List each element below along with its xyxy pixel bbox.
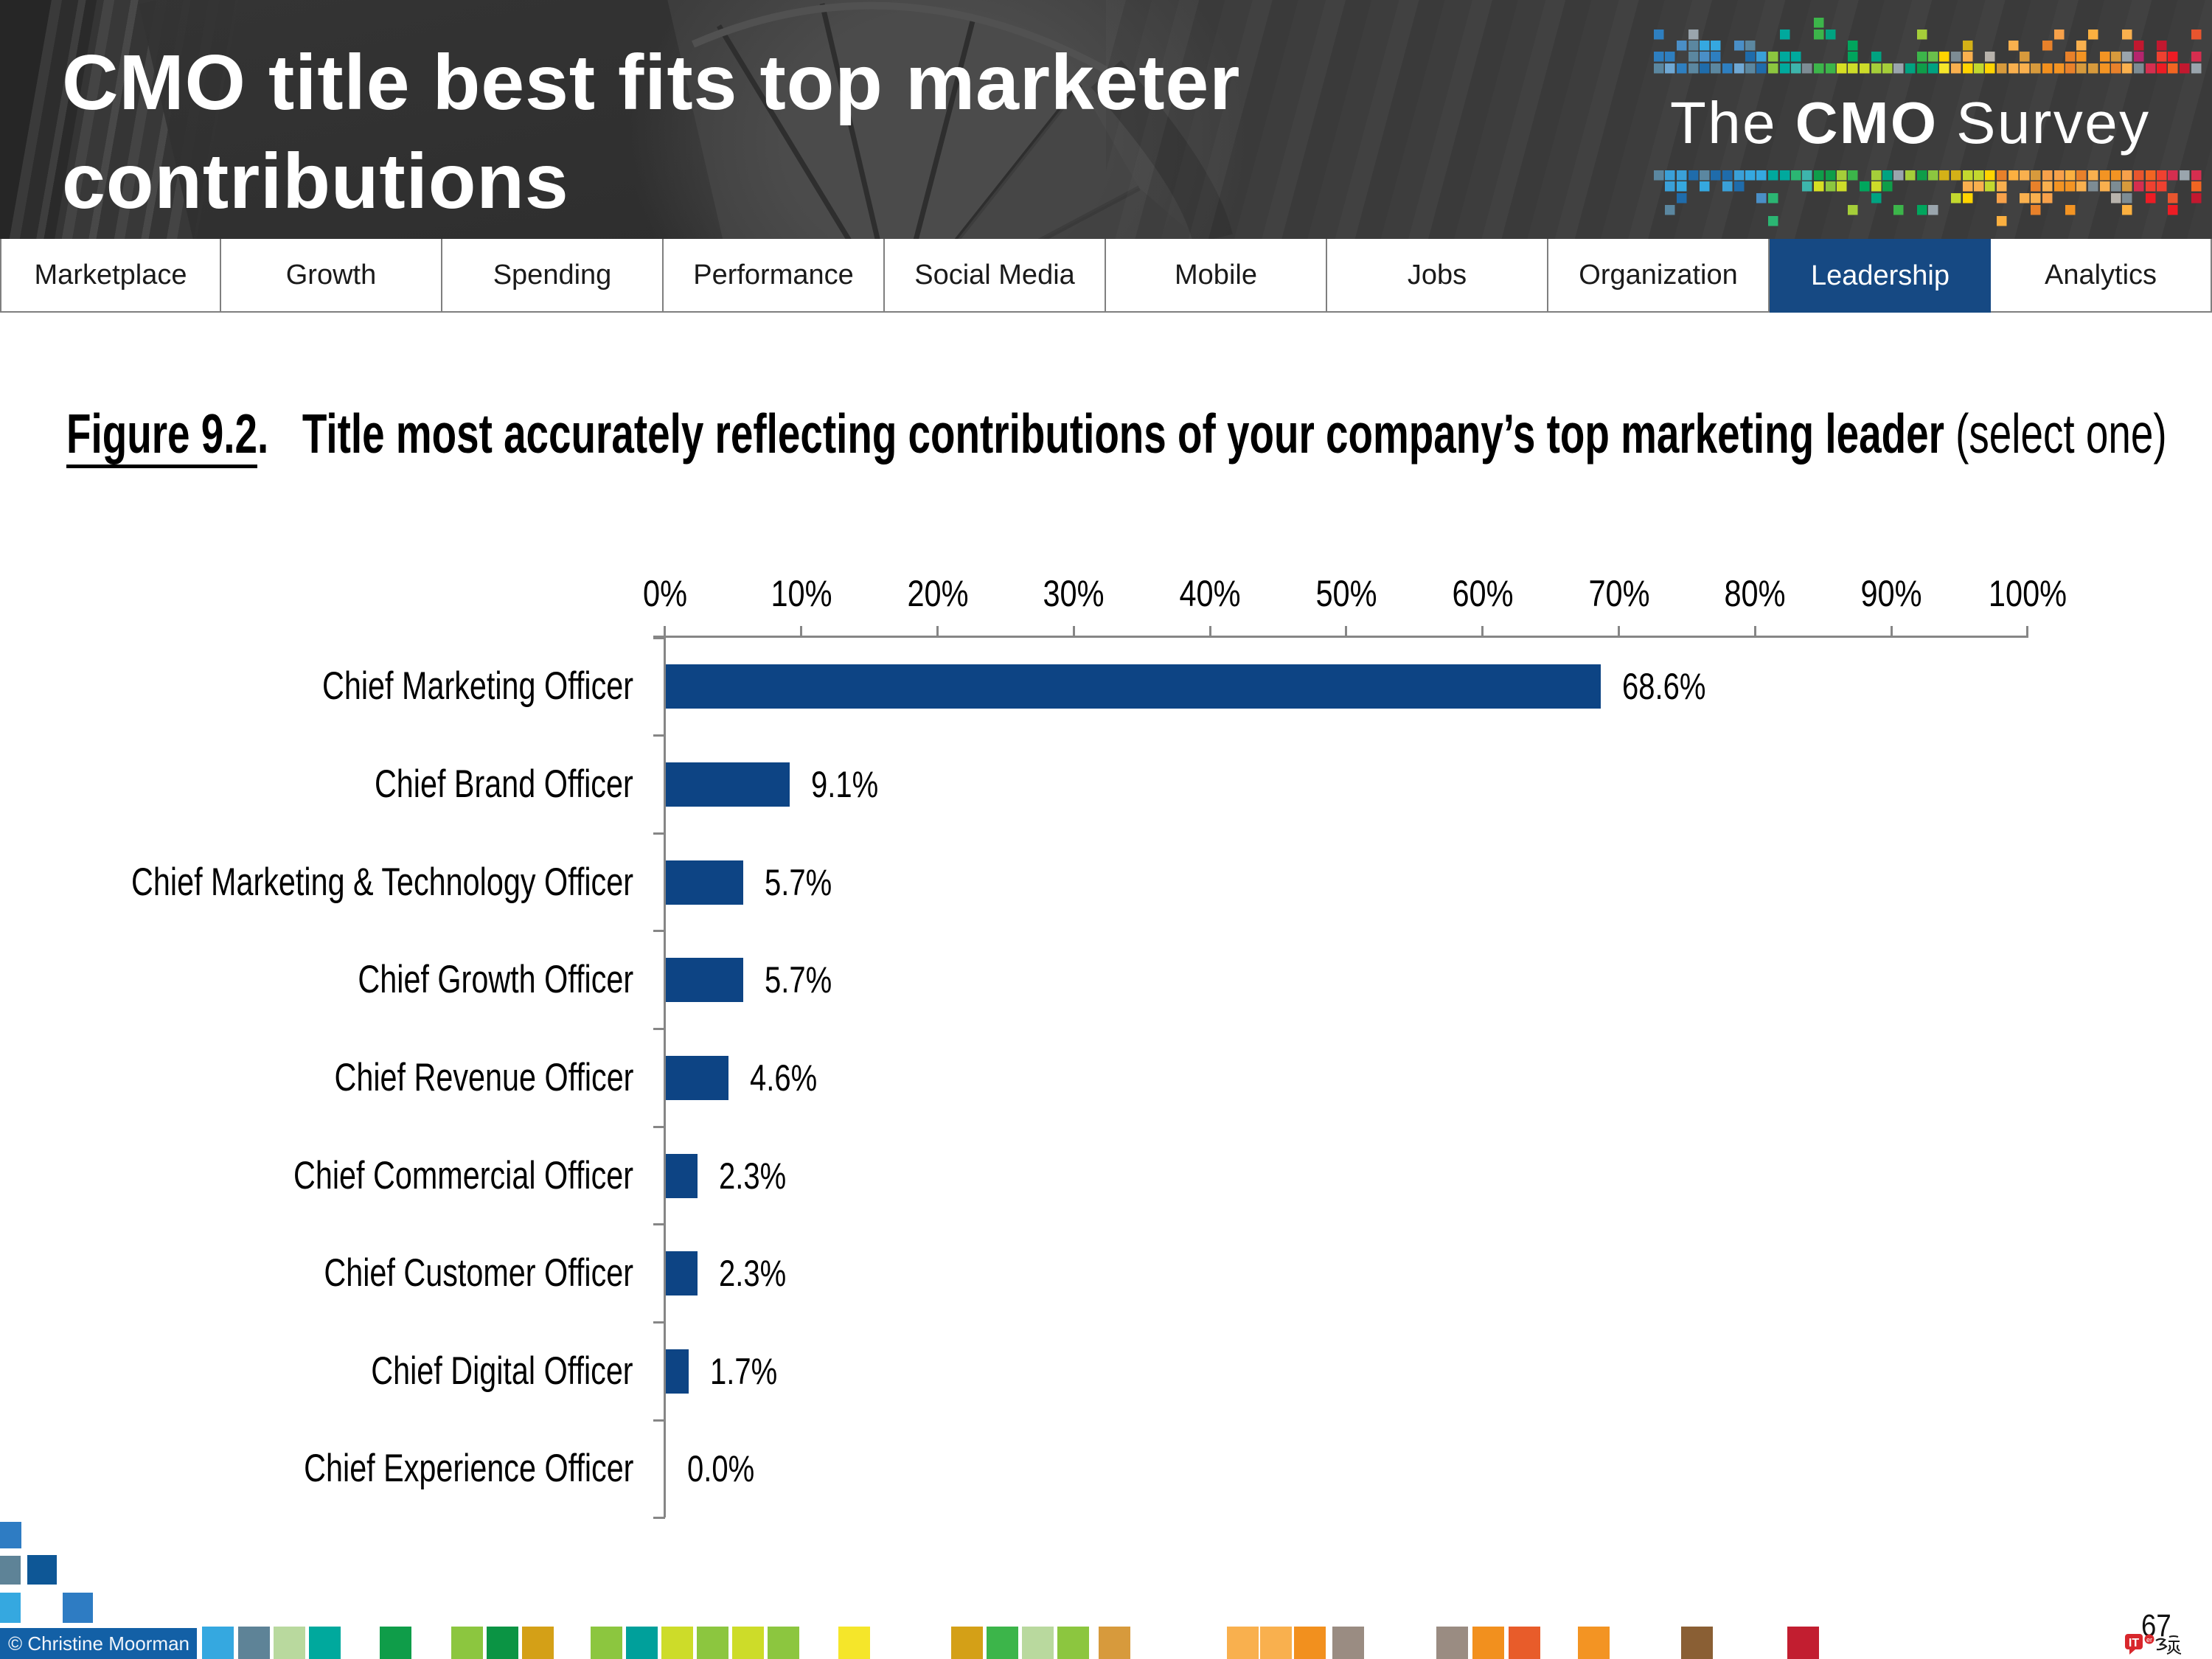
svg-text:IT: IT	[2129, 1637, 2139, 1649]
svg-text:er: er	[2146, 1636, 2152, 1644]
